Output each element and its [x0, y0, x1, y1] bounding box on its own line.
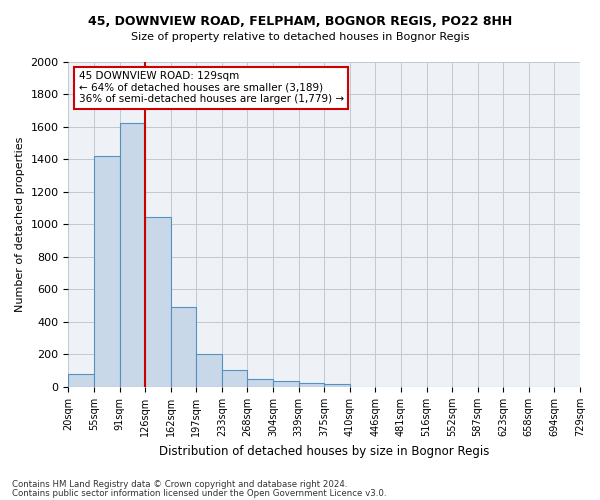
Bar — [324, 384, 350, 387]
X-axis label: Distribution of detached houses by size in Bognor Regis: Distribution of detached houses by size … — [159, 444, 490, 458]
Bar — [171, 307, 196, 387]
Bar — [299, 383, 324, 387]
Bar — [145, 217, 171, 387]
Bar — [273, 381, 299, 387]
Text: 45 DOWNVIEW ROAD: 129sqm
← 64% of detached houses are smaller (3,189)
36% of sem: 45 DOWNVIEW ROAD: 129sqm ← 64% of detach… — [79, 72, 344, 104]
Text: Contains HM Land Registry data © Crown copyright and database right 2024.: Contains HM Land Registry data © Crown c… — [12, 480, 347, 489]
Text: 45, DOWNVIEW ROAD, FELPHAM, BOGNOR REGIS, PO22 8HH: 45, DOWNVIEW ROAD, FELPHAM, BOGNOR REGIS… — [88, 15, 512, 28]
Bar — [119, 124, 145, 387]
Bar — [247, 379, 273, 387]
Bar — [94, 156, 119, 387]
Bar — [196, 354, 222, 387]
Text: Size of property relative to detached houses in Bognor Regis: Size of property relative to detached ho… — [131, 32, 469, 42]
Y-axis label: Number of detached properties: Number of detached properties — [15, 136, 25, 312]
Bar — [222, 370, 247, 387]
Bar — [68, 374, 94, 387]
Text: Contains public sector information licensed under the Open Government Licence v3: Contains public sector information licen… — [12, 489, 386, 498]
